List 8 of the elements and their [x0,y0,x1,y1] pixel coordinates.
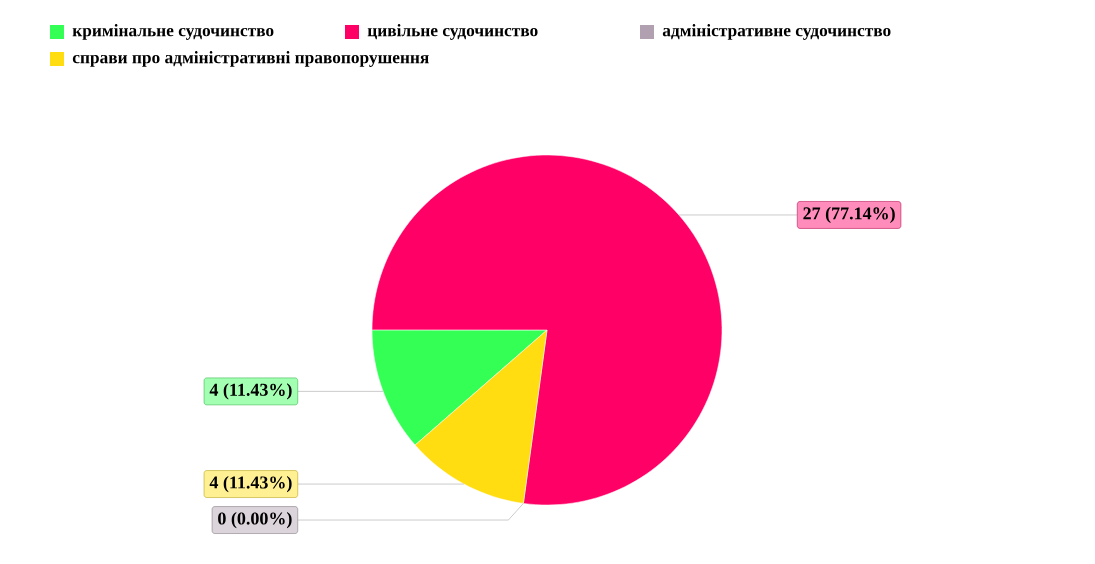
legend-label: справи про адміністративні правопорушення [72,51,429,67]
data-label: 27 (77.14%) [803,206,895,224]
data-label: 4 (11.43%) [209,383,292,400]
legend-label: кримінальне судочинство [72,24,274,40]
text: 0 (0.00%) [218,511,292,529]
data-label: 4 (11.43%) [209,475,292,493]
legend-label: цивільне судочинство [367,24,538,40]
legend-label: адміністративне судочинство [662,24,891,40]
